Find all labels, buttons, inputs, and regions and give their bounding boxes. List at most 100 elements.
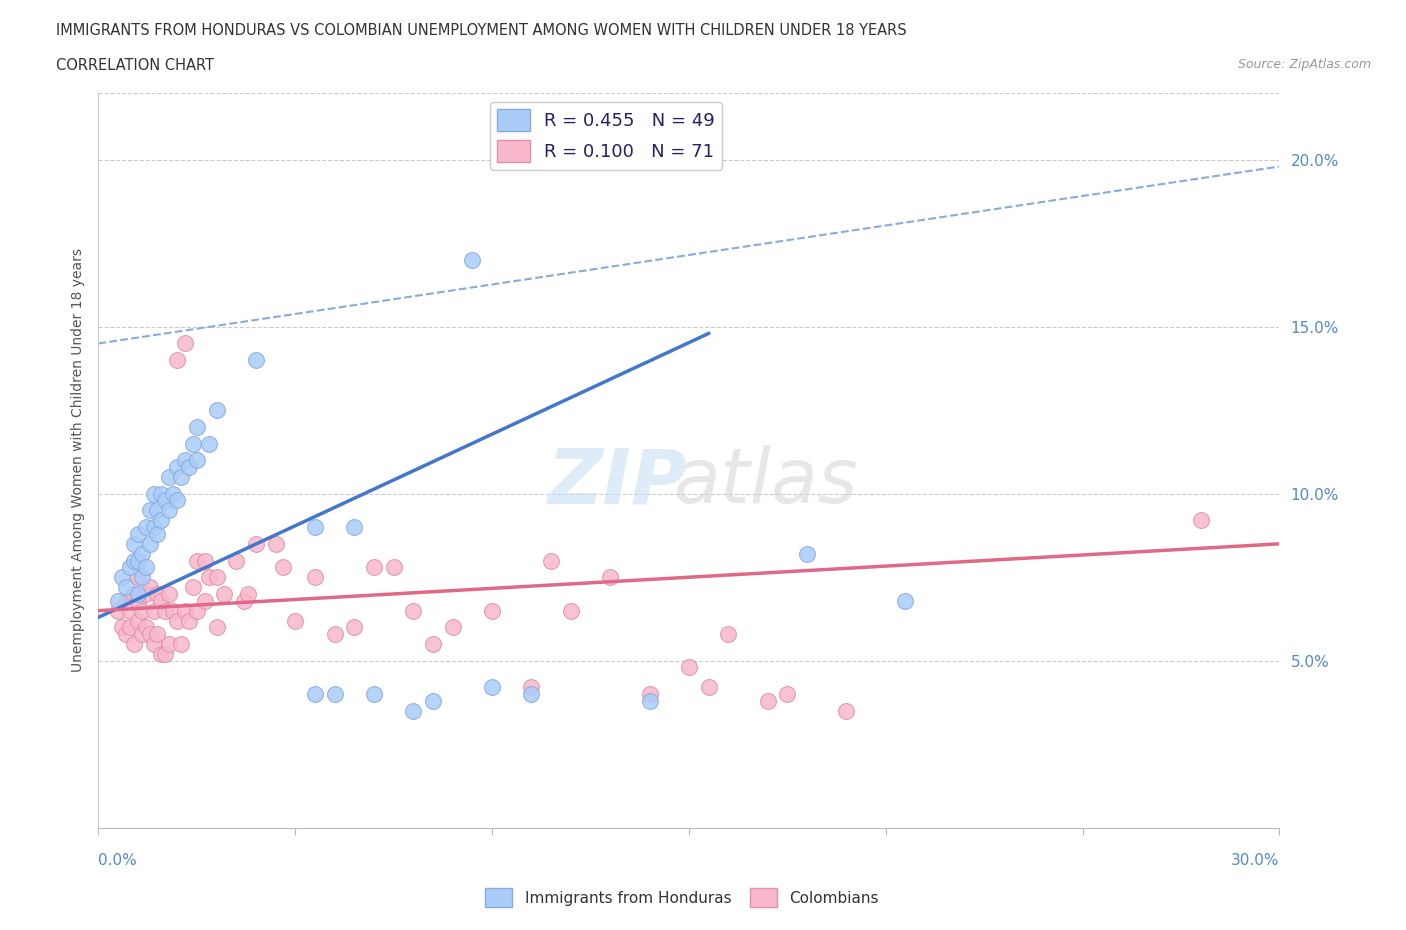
Point xyxy=(194,553,217,568)
Point xyxy=(135,587,157,602)
Point xyxy=(127,553,149,568)
Point xyxy=(166,352,188,367)
Text: 30.0%: 30.0% xyxy=(1232,853,1279,868)
Legend: R = 0.455   N = 49, R = 0.100   N = 71: R = 0.455 N = 49, R = 0.100 N = 71 xyxy=(491,102,723,169)
Point xyxy=(157,470,180,485)
Point xyxy=(323,686,346,701)
Point xyxy=(776,686,799,701)
Point xyxy=(304,520,326,535)
Point xyxy=(146,503,169,518)
Point xyxy=(638,694,661,709)
Text: Source: ZipAtlas.com: Source: ZipAtlas.com xyxy=(1237,58,1371,71)
Point xyxy=(422,694,444,709)
Point xyxy=(194,593,217,608)
Point xyxy=(115,627,138,642)
Point xyxy=(122,637,145,652)
Point xyxy=(520,686,543,701)
Point xyxy=(461,253,484,268)
Point xyxy=(441,620,464,635)
Point xyxy=(150,593,173,608)
Point xyxy=(245,352,267,367)
Point xyxy=(146,627,169,642)
Point xyxy=(142,520,165,535)
Legend: Immigrants from Honduras, Colombians: Immigrants from Honduras, Colombians xyxy=(479,883,884,913)
Point xyxy=(186,604,208,618)
Point xyxy=(127,570,149,585)
Point xyxy=(540,553,562,568)
Point xyxy=(323,627,346,642)
Point xyxy=(127,613,149,628)
Point xyxy=(520,680,543,695)
Point xyxy=(138,503,160,518)
Point xyxy=(127,593,149,608)
Point xyxy=(894,593,917,608)
Point xyxy=(142,486,165,501)
Point xyxy=(599,570,621,585)
Point xyxy=(363,560,385,575)
Text: ZIP: ZIP xyxy=(548,445,688,519)
Point xyxy=(304,686,326,701)
Point xyxy=(422,637,444,652)
Point xyxy=(197,570,219,585)
Point xyxy=(170,637,193,652)
Point xyxy=(170,470,193,485)
Point xyxy=(560,604,582,618)
Point xyxy=(142,604,165,618)
Point xyxy=(174,604,197,618)
Point xyxy=(697,680,720,695)
Point xyxy=(181,436,204,451)
Point xyxy=(177,459,200,474)
Point xyxy=(481,680,503,695)
Point xyxy=(166,459,188,474)
Point xyxy=(186,553,208,568)
Point xyxy=(127,526,149,541)
Point xyxy=(186,419,208,434)
Text: IMMIGRANTS FROM HONDURAS VS COLOMBIAN UNEMPLOYMENT AMONG WOMEN WITH CHILDREN UND: IMMIGRANTS FROM HONDURAS VS COLOMBIAN UN… xyxy=(56,23,907,38)
Text: CORRELATION CHART: CORRELATION CHART xyxy=(56,58,214,73)
Point xyxy=(382,560,405,575)
Point xyxy=(236,587,259,602)
Point xyxy=(150,513,173,528)
Point xyxy=(162,486,184,501)
Point xyxy=(142,637,165,652)
Point xyxy=(481,604,503,618)
Point xyxy=(205,403,228,418)
Point xyxy=(150,486,173,501)
Point xyxy=(115,593,138,608)
Point xyxy=(138,627,160,642)
Point xyxy=(363,686,385,701)
Y-axis label: Unemployment Among Women with Children Under 18 years: Unemployment Among Women with Children U… xyxy=(70,248,84,672)
Point xyxy=(174,453,197,468)
Point xyxy=(111,620,134,635)
Point xyxy=(343,620,366,635)
Point xyxy=(205,620,228,635)
Point xyxy=(135,620,157,635)
Point xyxy=(225,553,247,568)
Point xyxy=(122,553,145,568)
Point xyxy=(756,694,779,709)
Point xyxy=(135,520,157,535)
Point xyxy=(1189,513,1212,528)
Point xyxy=(214,587,236,602)
Point xyxy=(135,560,157,575)
Point xyxy=(166,613,188,628)
Point xyxy=(138,537,160,551)
Text: 0.0%: 0.0% xyxy=(98,853,138,868)
Point xyxy=(177,613,200,628)
Point xyxy=(245,537,267,551)
Point xyxy=(343,520,366,535)
Point xyxy=(131,547,153,562)
Point xyxy=(304,570,326,585)
Point xyxy=(127,587,149,602)
Point xyxy=(717,627,740,642)
Point xyxy=(122,587,145,602)
Point xyxy=(155,604,177,618)
Point xyxy=(131,570,153,585)
Point xyxy=(115,579,138,594)
Point xyxy=(197,436,219,451)
Text: atlas: atlas xyxy=(673,445,858,519)
Point xyxy=(131,604,153,618)
Point xyxy=(122,537,145,551)
Point xyxy=(186,453,208,468)
Point xyxy=(678,660,700,675)
